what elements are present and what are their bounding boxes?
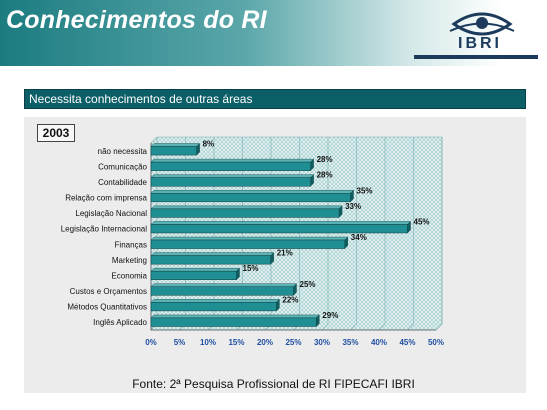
bar-top xyxy=(150,236,349,241)
x-tick-label: 45% xyxy=(399,338,415,347)
gridline-foot xyxy=(435,323,443,331)
data-label: 22% xyxy=(282,295,298,304)
bar xyxy=(150,286,294,296)
bar-top xyxy=(150,252,275,256)
bar-top xyxy=(150,174,315,178)
gridline-foot xyxy=(407,323,414,331)
category-label: Contabilidade xyxy=(98,178,147,187)
bar-top xyxy=(150,190,354,194)
bar-top xyxy=(150,205,343,210)
x-tick-label: 50% xyxy=(428,338,444,347)
category-label: não necessita xyxy=(98,147,148,156)
gridline-foot xyxy=(378,323,386,331)
eye-icon xyxy=(414,12,538,59)
category-label: Métodos Quantitativos xyxy=(67,303,147,312)
bar-top xyxy=(150,267,240,272)
category-label: Legislação Internacional xyxy=(61,225,148,234)
data-label: 34% xyxy=(351,233,367,242)
page-title: Conhecimentos do RI xyxy=(6,6,267,34)
category-label: Inglês Aplicado xyxy=(93,318,147,327)
x-tick-label: 20% xyxy=(257,338,273,347)
gridline-foot xyxy=(321,323,329,331)
x-tick-label: 0% xyxy=(145,338,157,347)
category-label: Legislação Nacional xyxy=(75,209,147,218)
data-label: 25% xyxy=(300,280,316,289)
bar-top xyxy=(150,283,297,287)
subtitle-bar: Necessita conhecimentos de outras áreas xyxy=(24,89,526,109)
bar-top xyxy=(150,158,315,163)
bar xyxy=(150,317,317,327)
subtitle-text: Necessita conhecimentos de outras áreas xyxy=(29,92,253,106)
x-tick-label: 25% xyxy=(285,338,301,347)
data-label: 28% xyxy=(317,155,333,164)
data-label: 29% xyxy=(322,311,338,320)
gridline-foot xyxy=(350,323,357,331)
data-label: 35% xyxy=(357,186,373,195)
source-caption: Fonte: 2ª Pesquisa Profissional de RI FI… xyxy=(132,377,415,391)
category-label: Comunicação xyxy=(98,162,147,171)
x-tick-label: 5% xyxy=(174,338,186,347)
bar xyxy=(150,146,197,156)
ibri-logo: IBRI xyxy=(410,6,542,62)
bar xyxy=(150,208,340,218)
data-label: 15% xyxy=(243,264,259,273)
x-tick-label: 10% xyxy=(200,338,216,347)
x-tick-label: 40% xyxy=(371,338,387,347)
bar xyxy=(150,255,271,265)
bar-top xyxy=(150,221,411,225)
year-label: 2003 xyxy=(37,124,75,142)
bar xyxy=(150,270,237,280)
bar xyxy=(150,224,408,234)
category-label: Economia xyxy=(111,271,147,280)
x-tick-label: 15% xyxy=(228,338,244,347)
category-label: Finanças xyxy=(115,240,147,249)
data-label: 8% xyxy=(203,140,215,149)
data-label: 45% xyxy=(414,217,430,226)
logo-text: IBRI xyxy=(458,35,502,52)
bar xyxy=(150,193,351,203)
data-label: 28% xyxy=(317,171,333,180)
data-label: 21% xyxy=(277,249,293,258)
category-label: Relação com imprensa xyxy=(65,194,147,203)
category-label: Marketing xyxy=(112,256,147,265)
x-tick-label: 35% xyxy=(342,338,358,347)
data-label: 33% xyxy=(345,202,361,211)
bar xyxy=(150,161,311,171)
bar-top xyxy=(150,143,201,147)
bar xyxy=(150,177,311,187)
bar xyxy=(150,302,277,312)
header-bar: Conhecimentos do RI xyxy=(0,0,547,66)
category-label: Custos e Orçamentos xyxy=(70,287,147,296)
bar-top xyxy=(150,314,320,319)
x-tick-label: 30% xyxy=(314,338,330,347)
bar-top xyxy=(150,299,280,303)
bar xyxy=(150,239,346,249)
